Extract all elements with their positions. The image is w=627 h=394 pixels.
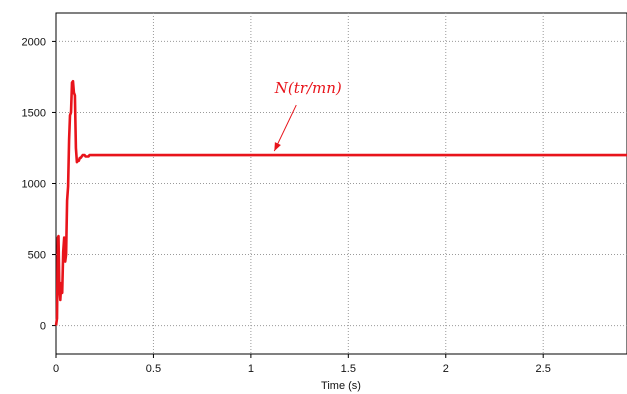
x-tick-label: 1.5	[341, 363, 356, 375]
y-tick-label: 1000	[22, 179, 46, 191]
y-tick-label: 2000	[22, 36, 46, 48]
annotation-group: N(tr/mn)	[273, 79, 342, 152]
x-tick-label: 2.5	[536, 363, 551, 375]
grid-lines	[56, 13, 627, 354]
series-group	[54, 79, 627, 326]
x-axis-ticks: 0 0.5 1 1.5 2 2.5	[53, 354, 551, 375]
x-axis-title: Time (s)	[321, 380, 361, 392]
x-tick-label: 1	[248, 363, 254, 375]
y-axis-ticks: 0 500 1000 1500 2000	[22, 36, 56, 333]
annotation-arrow-line	[273, 104, 297, 152]
annotation-arrowhead	[274, 142, 281, 152]
x-tick-label: 0.5	[146, 363, 161, 375]
y-tick-label: 1500	[22, 107, 46, 119]
y-tick-label: 500	[28, 250, 46, 262]
series-annotation-label: N(tr/mn)	[274, 79, 342, 97]
x-tick-label: 0	[53, 363, 59, 375]
speed-series-line	[54, 79, 627, 326]
y-tick-label: 0	[40, 321, 46, 333]
x-tick-label: 2	[443, 363, 449, 375]
